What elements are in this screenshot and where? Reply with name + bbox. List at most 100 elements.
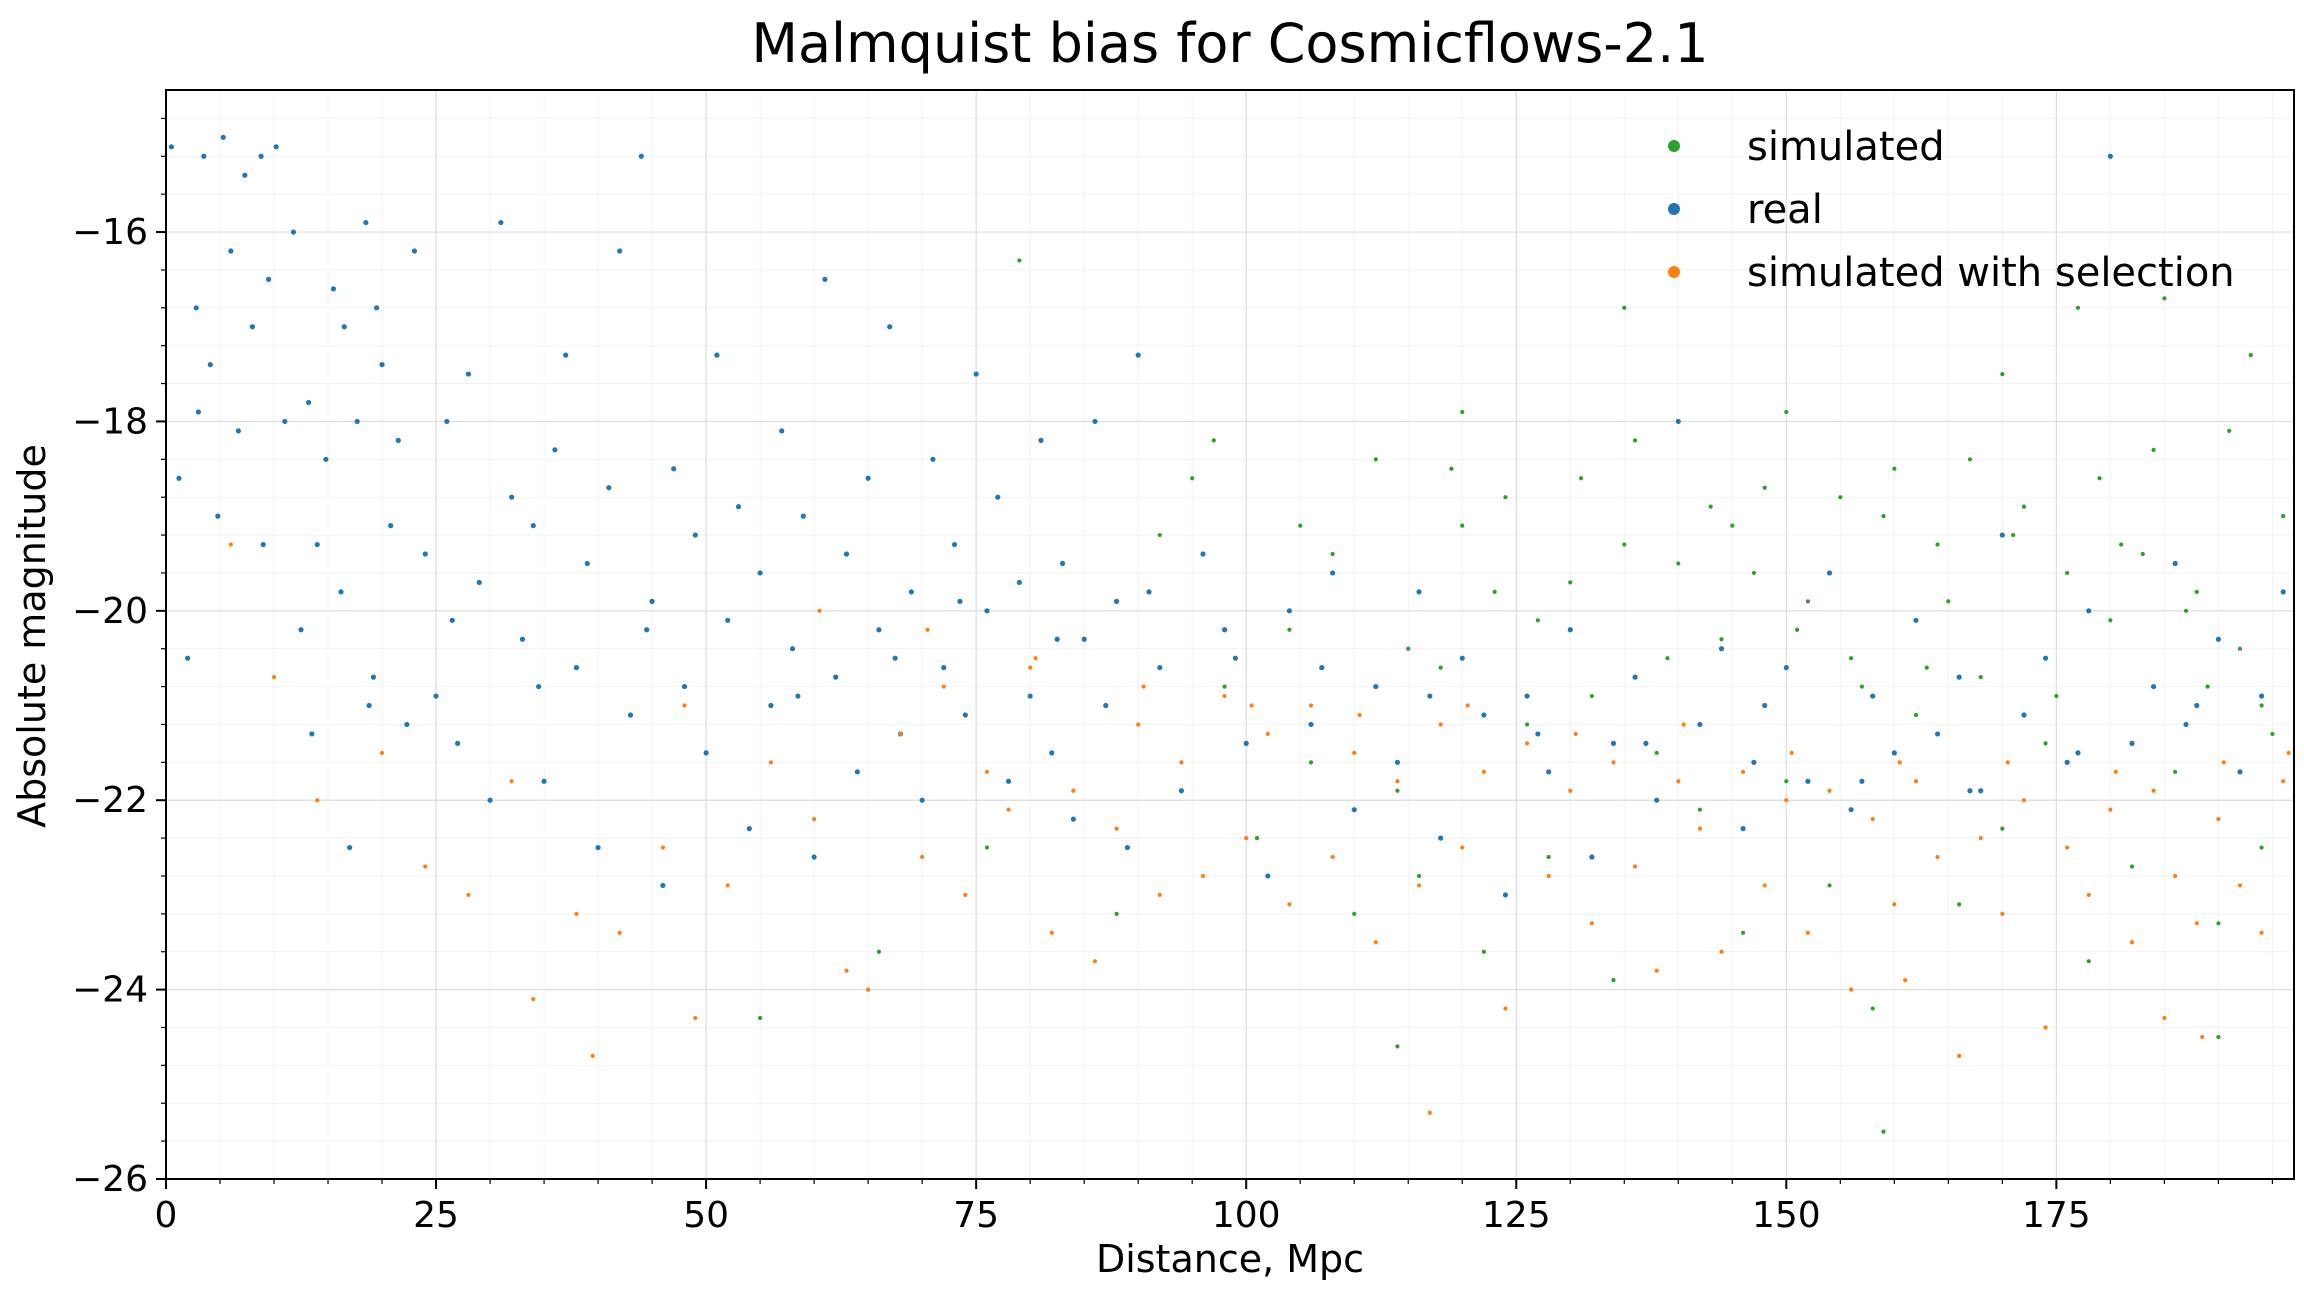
scatter-point [1157, 892, 1162, 898]
scatter-point [1622, 542, 1627, 547]
y-axis-label: Absolute magnitude [10, 444, 54, 828]
scatter-point [2140, 551, 2145, 557]
scatter-point [951, 541, 958, 548]
scatter-point [323, 456, 329, 462]
scatter-point [2043, 741, 2048, 746]
scatter-point [176, 475, 182, 481]
scatter-point [649, 598, 655, 604]
x-tick-label: 175 [2022, 1195, 2091, 1236]
scatter-point [2172, 560, 2178, 567]
scatter-point [1395, 1044, 1400, 1049]
y-axis-ticks: −26 −24 −22 −20 −18 −16 [72, 117, 166, 1200]
scatter-point [242, 172, 248, 178]
scatter-point [2281, 514, 2286, 519]
scatter-point [1913, 779, 1919, 784]
scatter-point [1222, 693, 1227, 699]
scatter-point [1589, 854, 1595, 860]
scatter-point [1681, 722, 1686, 727]
scatter-point [1178, 788, 1184, 794]
scatter-point [573, 665, 580, 671]
scatter-point [627, 712, 634, 718]
scatter-point [671, 466, 677, 472]
scatter-point [1967, 457, 1973, 462]
x-tick-label: 100 [1212, 1195, 1281, 1236]
scatter-point [2173, 769, 2178, 774]
scatter-point [2151, 447, 2156, 452]
plot-area [168, 134, 2291, 1134]
scatter-point [2065, 845, 2070, 850]
scatter-point [509, 779, 514, 784]
scatter-point [941, 684, 946, 689]
scatter-point [984, 769, 990, 774]
scatter-point [354, 418, 360, 425]
scatter-point [2086, 959, 2091, 964]
scatter-point [1859, 778, 1865, 784]
x-tick-label: 25 [413, 1195, 459, 1236]
scatter-point [1492, 589, 1497, 594]
legend-label-simulated: simulated [1747, 124, 1945, 170]
scatter-point [833, 674, 839, 680]
scatter-point [1298, 523, 1303, 528]
scatter-point [260, 541, 266, 548]
scatter-point [1016, 579, 1022, 586]
scatter-point [1546, 873, 1551, 879]
scatter-point [1221, 627, 1228, 633]
scatter-point [1049, 930, 1054, 935]
scatter-point [1319, 665, 1325, 671]
scatter-point [1070, 816, 1076, 822]
scatter-point [1243, 740, 1249, 747]
scatter-point [779, 428, 785, 434]
scatter-point [1632, 864, 1638, 869]
scatter-point [1827, 883, 1832, 888]
scatter-point [1654, 797, 1660, 803]
scatter-point [1006, 807, 1011, 812]
scatter-point [1049, 750, 1055, 756]
scatter-point [2129, 940, 2135, 945]
scatter-point [266, 276, 272, 282]
legend-label-simulated-with-selection: simulated with selection [1747, 250, 2235, 296]
scatter-point [2237, 769, 2243, 775]
scatter-point [379, 362, 385, 368]
scatter-point [1005, 778, 1012, 784]
series-0 [758, 258, 2286, 1134]
scatter-point [2259, 703, 2264, 708]
scatter-point [1287, 902, 1292, 907]
scatter-point [1416, 873, 1422, 879]
scatter-point [1740, 930, 1746, 935]
scatter-point [1265, 873, 1271, 879]
scatter-point [984, 845, 990, 850]
scatter-point [2000, 371, 2005, 377]
legend: simulated real simulated with selection [1668, 124, 2235, 296]
scatter-point [2065, 570, 2070, 576]
scatter-point [1784, 779, 1789, 784]
scatter-point [1179, 760, 1184, 765]
scatter-point [552, 447, 558, 453]
scatter-point [1826, 570, 1833, 576]
scatter-point [1718, 646, 1725, 652]
y-tick-label: −20 [72, 591, 148, 632]
scatter-point [1578, 476, 1584, 481]
scatter-point [1265, 731, 1270, 737]
scatter-point [449, 617, 455, 623]
scatter-point [1222, 684, 1227, 689]
scatter-point [962, 712, 968, 718]
scatter-point [692, 532, 698, 538]
scatter-point [892, 655, 898, 661]
scatter-point [1416, 589, 1422, 595]
scatter-point [1114, 911, 1119, 916]
scatter-point [2129, 864, 2135, 869]
scatter-point [1438, 722, 1443, 727]
scatter-point [1632, 674, 1638, 680]
scatter-point [1838, 495, 1843, 500]
scatter-point [2000, 826, 2005, 831]
scatter-point [660, 845, 665, 850]
scatter-point [2097, 476, 2102, 481]
scatter-point [1373, 683, 1379, 690]
scatter-point [682, 703, 687, 708]
scatter-point [2237, 883, 2243, 888]
scatter-point [2216, 921, 2221, 926]
scatter-point [215, 513, 221, 519]
scatter-point [1859, 684, 1865, 689]
scatter-point [746, 826, 752, 832]
scatter-point [1654, 968, 1659, 973]
